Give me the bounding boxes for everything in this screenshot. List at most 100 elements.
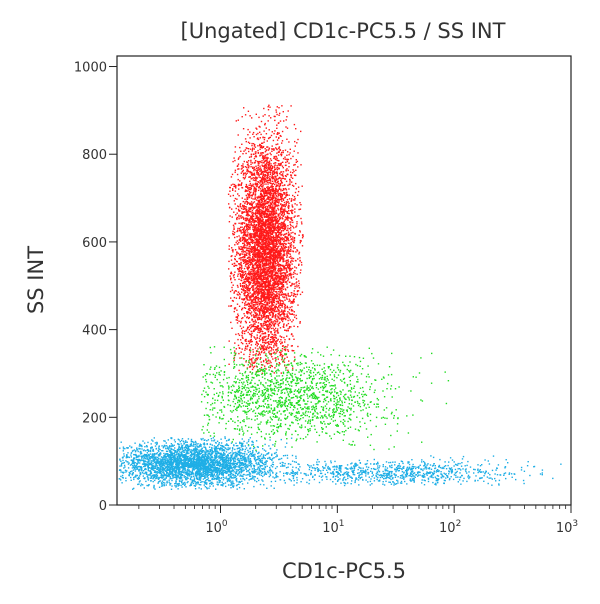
data-point	[281, 130, 284, 133]
data-point	[257, 357, 259, 359]
data-point	[269, 305, 272, 307]
data-point	[291, 306, 293, 308]
data-point	[271, 309, 273, 311]
data-point	[244, 315, 246, 317]
data-point	[288, 268, 291, 270]
data-point	[239, 266, 241, 269]
data-point	[238, 369, 240, 372]
data-point	[280, 287, 282, 289]
data-point	[253, 291, 256, 294]
data-point	[285, 281, 287, 284]
data-point	[266, 326, 269, 329]
data-point	[251, 318, 253, 320]
data-point	[256, 176, 258, 179]
data-point	[274, 246, 277, 248]
data-point	[257, 328, 259, 330]
data-point	[259, 126, 261, 128]
data-point	[269, 106, 271, 108]
data-point	[250, 315, 253, 317]
data-point	[259, 331, 261, 333]
data-point	[260, 193, 263, 195]
data-point	[245, 140, 247, 143]
data-point	[256, 173, 258, 175]
data-point	[262, 155, 264, 157]
data-point	[264, 178, 266, 180]
data-point	[248, 281, 251, 284]
data-point	[266, 219, 269, 221]
data-point	[281, 237, 284, 239]
data-point	[265, 359, 267, 361]
data-point	[274, 305, 276, 308]
data-point	[255, 180, 257, 182]
data-point	[267, 208, 269, 210]
data-point	[247, 280, 249, 282]
data-point	[269, 289, 271, 291]
data-point	[282, 300, 284, 302]
data-point	[263, 344, 265, 346]
data-point	[285, 193, 287, 196]
data-point	[268, 291, 271, 293]
data-point	[277, 316, 280, 319]
data-point	[274, 245, 276, 247]
data-point	[239, 274, 242, 277]
data-point	[261, 247, 263, 249]
data-point	[271, 293, 273, 295]
data-point	[267, 279, 269, 281]
data-point	[256, 292, 258, 295]
data-point	[273, 281, 275, 283]
data-point	[251, 368, 254, 371]
data-point	[266, 246, 269, 249]
data-point	[253, 281, 255, 284]
data-point	[281, 300, 283, 302]
data-point	[267, 243, 269, 246]
data-point	[256, 303, 258, 306]
data-point	[276, 166, 279, 169]
data-point	[282, 313, 285, 315]
data-point	[247, 134, 249, 136]
data-point	[248, 193, 251, 196]
data-point	[242, 342, 244, 345]
data-point	[288, 326, 291, 328]
data-point	[276, 292, 278, 295]
data-point	[247, 260, 249, 262]
data-point	[285, 329, 287, 332]
data-point	[249, 305, 251, 308]
data-point	[230, 272, 232, 275]
data-point	[287, 294, 289, 296]
data-point	[250, 221, 252, 223]
data-point	[285, 189, 288, 191]
data-point	[229, 215, 231, 217]
data-point	[248, 226, 251, 228]
data-point	[235, 241, 237, 244]
data-point	[248, 195, 250, 198]
data-point	[272, 311, 274, 313]
data-point	[245, 258, 247, 261]
data-point	[245, 186, 248, 188]
data-point	[233, 276, 235, 279]
data-point	[270, 269, 272, 271]
data-point	[258, 307, 260, 310]
data-point	[247, 266, 249, 268]
data-point	[281, 293, 283, 295]
data-point	[241, 223, 243, 225]
data-point	[265, 171, 267, 173]
data-point	[260, 170, 262, 172]
data-point	[273, 248, 275, 251]
data-point	[278, 177, 280, 179]
data-point	[268, 198, 270, 201]
data-point	[232, 230, 234, 233]
data-point	[238, 278, 240, 280]
data-point	[250, 191, 252, 193]
data-point	[245, 224, 247, 226]
data-point	[248, 366, 251, 368]
data-point	[285, 272, 287, 274]
data-point	[282, 171, 285, 173]
data-point	[288, 256, 291, 258]
data-point	[265, 208, 267, 210]
data-point	[280, 318, 283, 320]
data-point	[259, 290, 262, 292]
data-point	[255, 248, 257, 250]
data-point	[261, 154, 263, 156]
data-point	[276, 343, 278, 345]
data-point	[247, 110, 250, 112]
